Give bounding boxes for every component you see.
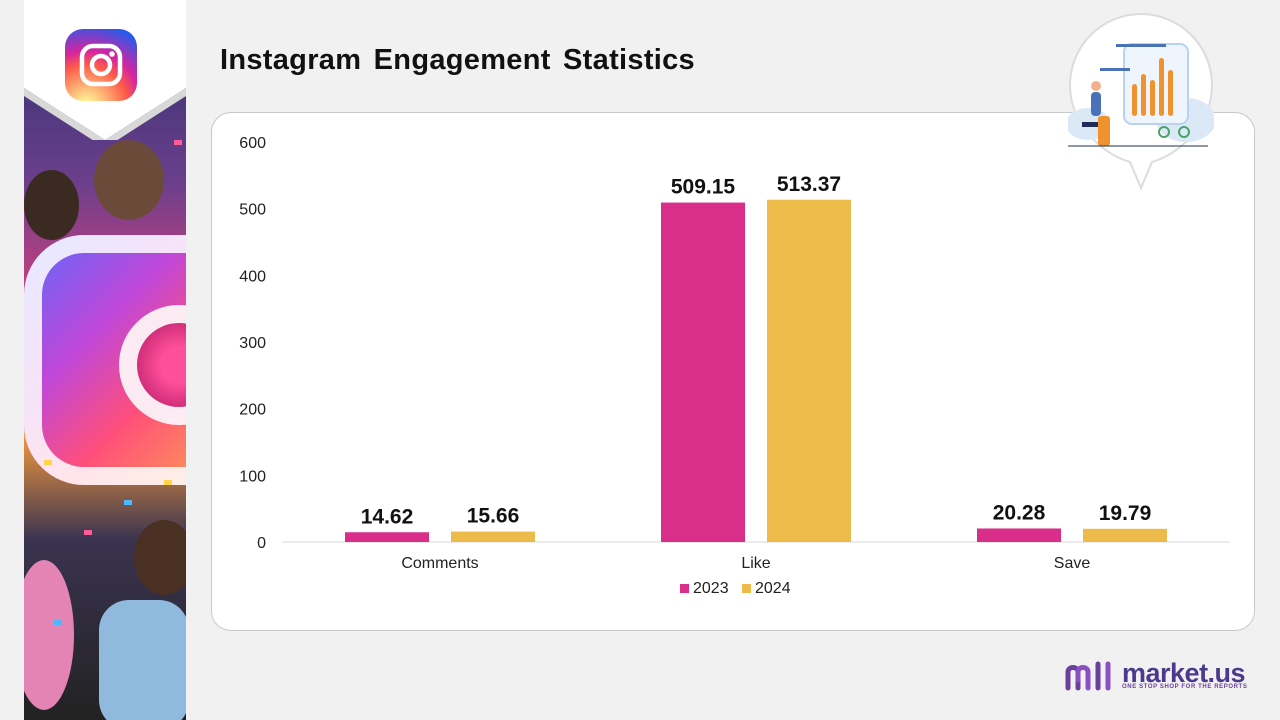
person-illustration bbox=[99, 600, 186, 720]
bar-2024-comments bbox=[451, 531, 535, 542]
y-tick-label: 200 bbox=[239, 402, 266, 419]
confetti bbox=[54, 620, 62, 625]
bar-2023-comments bbox=[345, 532, 429, 542]
data-label: 15.66 bbox=[467, 505, 520, 528]
x-tick-label: Like bbox=[741, 555, 770, 572]
bar-2024-like bbox=[767, 199, 851, 542]
chart-card: 0 100 200 300 400 500 600 14.62 15.66 Comments 509… bbox=[211, 112, 1255, 631]
data-label: 14.62 bbox=[361, 505, 414, 528]
person-illustration bbox=[134, 520, 186, 595]
y-tick-label: 500 bbox=[239, 202, 266, 219]
confetti bbox=[174, 140, 182, 145]
y-tick-label: 100 bbox=[239, 468, 266, 485]
instagram-logo-icon bbox=[65, 29, 137, 101]
bar-2023-save bbox=[977, 528, 1061, 542]
legend-swatch-2023 bbox=[680, 584, 689, 593]
confetti bbox=[84, 530, 92, 535]
person-illustration bbox=[94, 140, 164, 220]
person-illustration bbox=[24, 560, 74, 710]
y-tick-label: 0 bbox=[257, 535, 266, 552]
brand-tagline: ONE STOP SHOP FOR THE REPORTS bbox=[1122, 684, 1248, 690]
bar-chart: 0 100 200 300 400 500 600 14.62 15.66 Comments 509… bbox=[239, 135, 1230, 597]
legend-swatch-2024 bbox=[742, 584, 751, 593]
legend-label-2024: 2024 bbox=[755, 580, 791, 597]
person-illustration bbox=[24, 170, 79, 240]
brand-name: market.us bbox=[1122, 658, 1246, 688]
y-tick-label: 400 bbox=[239, 268, 266, 285]
brand-mark-icon bbox=[1065, 661, 1111, 691]
bar-2024-save bbox=[1083, 528, 1167, 542]
bar-2023-like bbox=[661, 202, 745, 543]
data-label: 19.79 bbox=[1099, 502, 1152, 525]
confetti bbox=[124, 500, 132, 505]
confetti bbox=[164, 480, 172, 485]
x-tick-label: Save bbox=[1054, 555, 1091, 572]
confetti bbox=[44, 460, 52, 465]
y-tick-label: 300 bbox=[239, 335, 266, 352]
brand-logo: market.us ONE STOP SHOP FOR THE REPORTS bbox=[1064, 658, 1264, 698]
legend-label-2023: 2023 bbox=[693, 580, 729, 597]
page-title: Instagram Engagement Statistics bbox=[220, 44, 695, 76]
data-label: 509.15 bbox=[671, 176, 736, 199]
analytics-badge-illustration bbox=[1068, 12, 1214, 190]
data-label: 20.28 bbox=[993, 501, 1046, 524]
y-tick-label: 600 bbox=[239, 135, 266, 152]
x-tick-label: Comments bbox=[401, 555, 478, 572]
data-label: 513.37 bbox=[777, 173, 841, 196]
